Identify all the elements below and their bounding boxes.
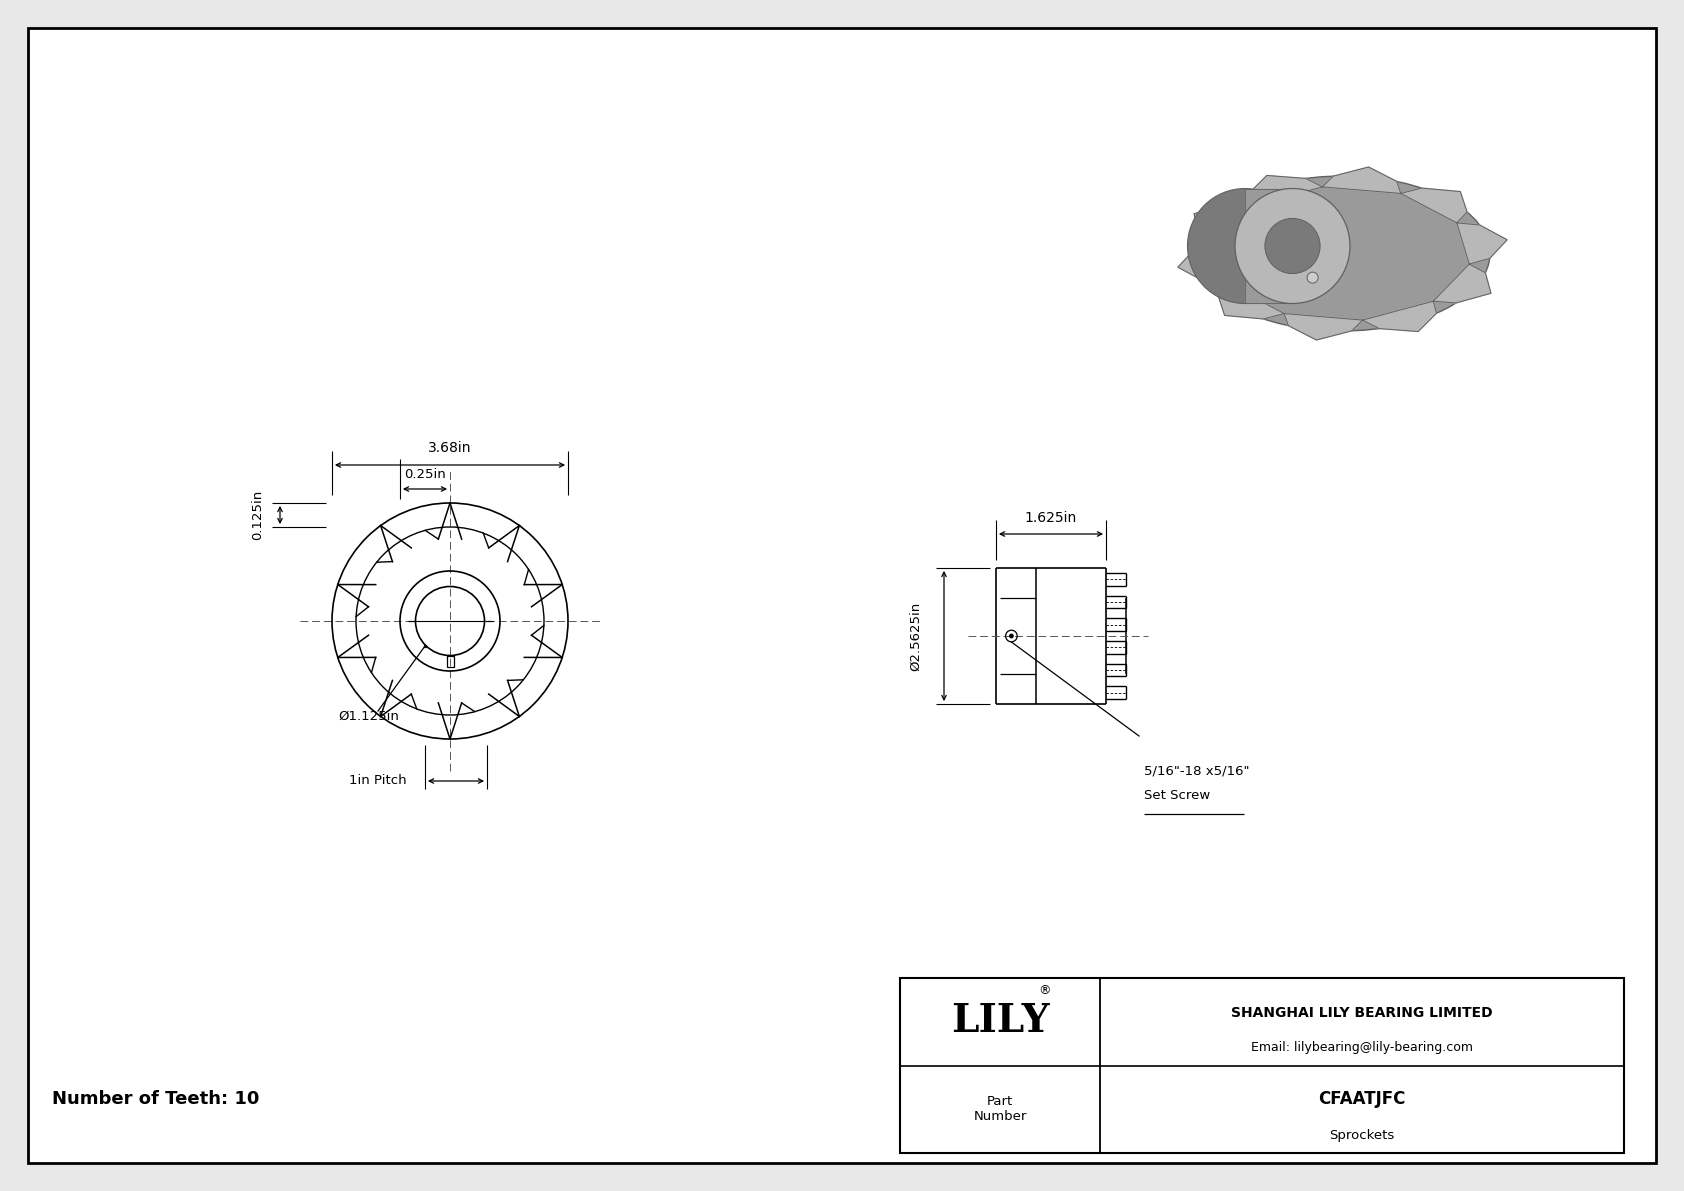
Ellipse shape: [1187, 188, 1302, 304]
Polygon shape: [1285, 313, 1362, 339]
Text: Email: lilybearing@lily-bearing.com: Email: lilybearing@lily-bearing.com: [1251, 1041, 1474, 1054]
Text: SHANGHAI LILY BEARING LIMITED: SHANGHAI LILY BEARING LIMITED: [1231, 1006, 1492, 1019]
Circle shape: [1307, 272, 1319, 283]
Polygon shape: [1177, 243, 1228, 285]
Text: CFAATJFC: CFAATJFC: [1319, 1090, 1406, 1108]
Text: LILY: LILY: [951, 1002, 1049, 1040]
Text: Part
Number: Part Number: [973, 1096, 1027, 1123]
Ellipse shape: [1234, 188, 1351, 304]
Text: Ø2.5625in: Ø2.5625in: [909, 601, 923, 671]
Polygon shape: [1248, 175, 1322, 206]
Text: ®: ®: [1037, 985, 1051, 997]
Polygon shape: [1457, 223, 1507, 264]
Polygon shape: [1362, 301, 1436, 331]
Text: Number of Teeth: 10: Number of Teeth: 10: [52, 1090, 259, 1108]
Polygon shape: [1194, 204, 1251, 243]
Bar: [446, 655, 453, 667]
Text: 1.625in: 1.625in: [1026, 511, 1078, 525]
Text: 1in Pitch: 1in Pitch: [349, 774, 408, 787]
Bar: [899, 978, 1623, 1153]
Text: Sprockets: Sprockets: [1329, 1129, 1394, 1142]
Text: 3.68in: 3.68in: [428, 441, 472, 455]
Text: 5/16"-18 x5/16": 5/16"-18 x5/16": [1143, 763, 1250, 777]
Polygon shape: [1433, 264, 1490, 303]
Text: 0.125in: 0.125in: [251, 490, 264, 541]
Text: 0.25in: 0.25in: [404, 468, 446, 480]
Polygon shape: [1244, 188, 1293, 304]
Text: Ø1.125in: Ø1.125in: [338, 710, 399, 723]
Ellipse shape: [1265, 218, 1320, 274]
Ellipse shape: [1196, 176, 1490, 331]
Polygon shape: [1401, 188, 1467, 223]
Polygon shape: [1218, 285, 1285, 319]
Polygon shape: [1322, 167, 1401, 193]
Circle shape: [1009, 634, 1014, 638]
Text: Set Screw: Set Screw: [1143, 788, 1211, 802]
